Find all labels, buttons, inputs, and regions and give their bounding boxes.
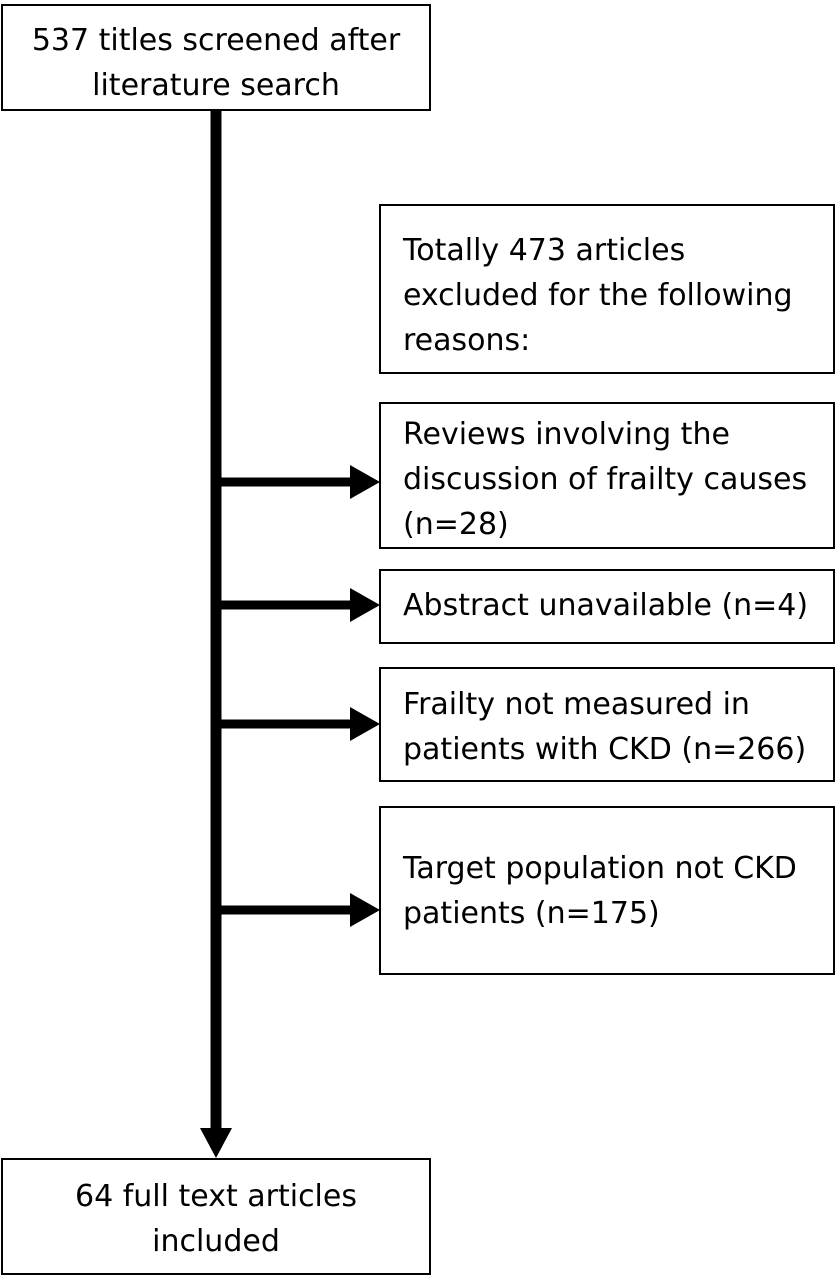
exclusion-abstract-text: Abstract unavailable (n=4)	[403, 588, 809, 623]
exclusion-population-text: Target population not CKD patients (n=17…	[403, 851, 797, 931]
screened-titles-text: 537 titles screened after literature sea…	[31, 23, 401, 103]
exclusion-frailty-text: Frailty not measured in patients with CK…	[403, 687, 807, 767]
screened-titles-box: 537 titles screened after literature sea…	[1, 4, 431, 111]
included-articles-text: 64 full text articles included	[75, 1179, 357, 1259]
main-flow-arrowhead	[200, 1128, 232, 1158]
exclusion-summary-text: Totally 473 articles excluded for the fo…	[403, 233, 793, 358]
exclusion-reviews-text: Reviews involving the discussion of frai…	[403, 417, 808, 542]
exclusion-box-abstract: Abstract unavailable (n=4)	[379, 569, 835, 644]
exclusion-box-reviews: Reviews involving the discussion of frai…	[379, 402, 835, 549]
exclusion-arrowhead-3	[350, 707, 380, 741]
exclusion-arrowhead-1	[350, 465, 380, 499]
exclusion-arrowhead-2	[350, 588, 380, 622]
exclusion-box-frailty: Frailty not measured in patients with CK…	[379, 667, 835, 782]
exclusion-arrowhead-4	[350, 893, 380, 927]
exclusion-box-population: Target population not CKD patients (n=17…	[379, 806, 835, 975]
exclusion-summary-box: Totally 473 articles excluded for the fo…	[379, 204, 835, 374]
included-articles-box: 64 full text articles included	[1, 1158, 431, 1275]
